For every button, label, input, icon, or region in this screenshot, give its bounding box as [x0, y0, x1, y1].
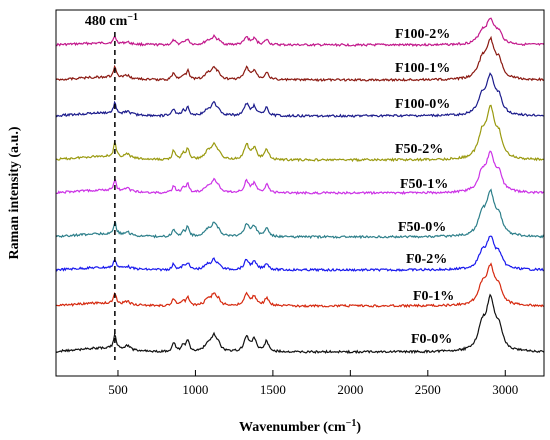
spectrum-line-f0-1pct	[56, 262, 545, 309]
x-axis-title-sup: −1	[346, 418, 357, 429]
series-label: F100-0%	[395, 97, 450, 112]
peak-annotation: 480 cm−1	[85, 12, 138, 30]
x-tick-label: 1500	[260, 382, 286, 397]
peak-annotation-sup: −1	[127, 12, 138, 23]
series-layer	[55, 17, 545, 355]
spectrum-line-f50-1pct	[55, 150, 545, 196]
series-label: F0-2%	[406, 252, 447, 267]
x-tick-label: 2500	[415, 382, 441, 397]
series-label: F50-2%	[395, 142, 443, 157]
spectrum-line-f0-2pct	[55, 235, 545, 273]
x-axis-title: Wavenumber (cm−1)	[239, 418, 361, 436]
series-label: F0-1%	[413, 289, 454, 304]
series-label: F100-1%	[395, 61, 450, 76]
x-tick-label: 3000	[492, 382, 518, 397]
peak-annotation-text: 480 cm	[85, 14, 128, 29]
series-label: F0-0%	[411, 332, 452, 347]
x-axis-ticks: 500 1000 1500 2000 2500 3000	[108, 370, 518, 397]
x-axis-title-text: Wavenumber (cm	[239, 420, 346, 435]
x-tick-label: 2000	[337, 382, 363, 397]
x-tick-label: 1000	[182, 382, 208, 397]
spectrum-line-f100-2pct	[55, 17, 545, 48]
spectrum-line-f50-2pct	[55, 104, 545, 163]
series-label: F100-2%	[395, 27, 450, 42]
spectrum-line-f0-0pct	[55, 293, 545, 355]
series-labels: F100-2% F100-1% F100-0% F50-2% F50-1% F50-0% F…	[395, 27, 454, 347]
spectrum-line-f50-0pct	[55, 188, 545, 240]
series-label: F50-1%	[400, 177, 448, 192]
spectrum-line-f100-0pct	[55, 72, 545, 118]
x-axis-title-tail: )	[356, 420, 361, 435]
x-tick-label: 500	[108, 382, 128, 397]
plot-frame	[55, 9, 545, 377]
spectrum-line-f100-1pct	[55, 35, 545, 83]
series-label: F50-0%	[398, 220, 446, 235]
y-axis-title: Raman intensity (a.u.)	[7, 126, 22, 259]
